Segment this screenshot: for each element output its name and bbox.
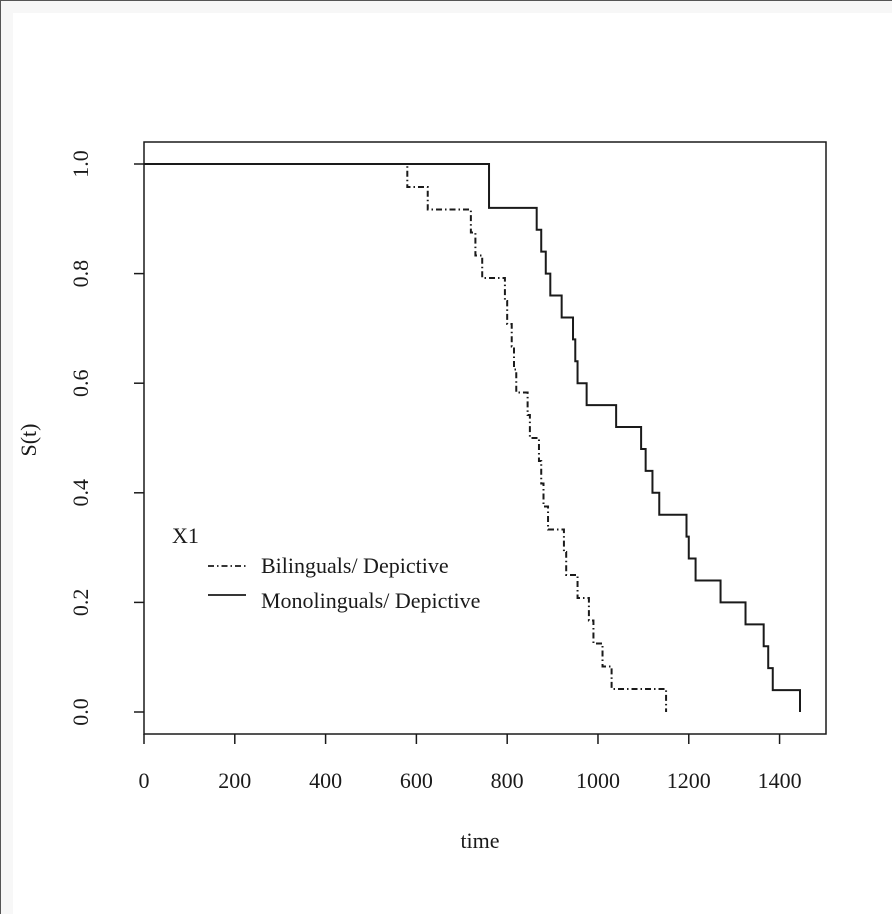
legend-label-bilinguals: Bilinguals/ Depictive [261, 553, 449, 578]
series-layer [144, 163, 801, 712]
y-tick-label: 0.6 [68, 369, 93, 397]
x-tick-label: 0 [139, 768, 150, 793]
x-tick-label: 1200 [667, 768, 711, 793]
y-tick-label: 0.0 [68, 698, 93, 726]
legend-label-monolinguals: Monolinguals/ Depictive [261, 588, 480, 613]
x-tick-label: 1400 [758, 768, 802, 793]
x-tick-label: 400 [309, 768, 342, 793]
x-axis: 0 200 400 600 800 1000 1200 1400 [139, 734, 802, 793]
x-tick-label: 800 [491, 768, 524, 793]
series-line-bilinguals [144, 163, 668, 712]
y-tick-label: 0.8 [68, 260, 93, 288]
y-axis: 0.0 0.2 0.4 0.6 0.8 1.0 [68, 150, 144, 726]
x-axis-label: time [460, 828, 499, 853]
x-tick-label: 600 [400, 768, 433, 793]
y-tick-label: 0.4 [68, 479, 93, 507]
y-tick-label: 1.0 [68, 150, 93, 178]
x-tick-label: 1000 [576, 768, 620, 793]
y-axis-label: S(t) [16, 424, 41, 457]
legend: X1 Bilinguals/ Depictive Monolinguals/ D… [172, 523, 480, 613]
x-tick-label: 200 [218, 768, 251, 793]
legend-title: X1 [172, 523, 199, 548]
series-line-monolinguals [144, 163, 801, 712]
y-tick-label: 0.2 [68, 589, 93, 617]
plot-box [143, 141, 827, 735]
